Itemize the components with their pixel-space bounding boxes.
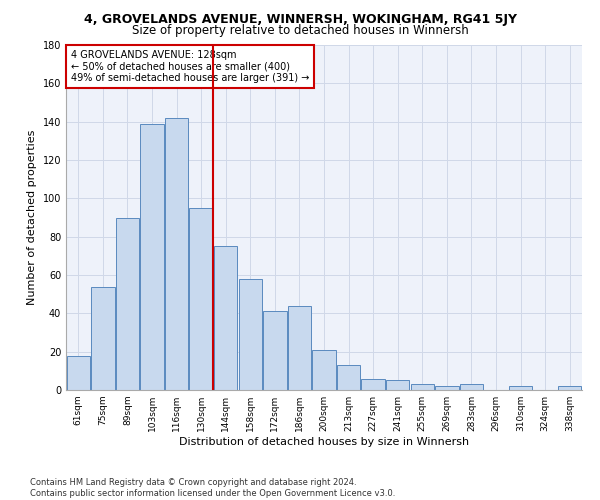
- Text: 4 GROVELANDS AVENUE: 128sqm
← 50% of detached houses are smaller (400)
49% of se: 4 GROVELANDS AVENUE: 128sqm ← 50% of det…: [71, 50, 310, 84]
- Bar: [116, 218, 139, 390]
- Bar: [140, 124, 164, 390]
- Bar: [165, 118, 188, 390]
- Bar: [263, 312, 287, 390]
- Y-axis label: Number of detached properties: Number of detached properties: [27, 130, 37, 305]
- Bar: [435, 386, 458, 390]
- Bar: [460, 384, 483, 390]
- Bar: [313, 350, 335, 390]
- Bar: [67, 356, 90, 390]
- Bar: [337, 365, 360, 390]
- Bar: [190, 208, 213, 390]
- Bar: [509, 386, 532, 390]
- Bar: [91, 286, 115, 390]
- Bar: [239, 279, 262, 390]
- Bar: [288, 306, 311, 390]
- Bar: [361, 378, 385, 390]
- Text: Size of property relative to detached houses in Winnersh: Size of property relative to detached ho…: [131, 24, 469, 37]
- X-axis label: Distribution of detached houses by size in Winnersh: Distribution of detached houses by size …: [179, 437, 469, 447]
- Bar: [386, 380, 409, 390]
- Text: Contains HM Land Registry data © Crown copyright and database right 2024.
Contai: Contains HM Land Registry data © Crown c…: [30, 478, 395, 498]
- Bar: [214, 246, 238, 390]
- Bar: [410, 384, 434, 390]
- Bar: [558, 386, 581, 390]
- Text: 4, GROVELANDS AVENUE, WINNERSH, WOKINGHAM, RG41 5JY: 4, GROVELANDS AVENUE, WINNERSH, WOKINGHA…: [83, 12, 517, 26]
